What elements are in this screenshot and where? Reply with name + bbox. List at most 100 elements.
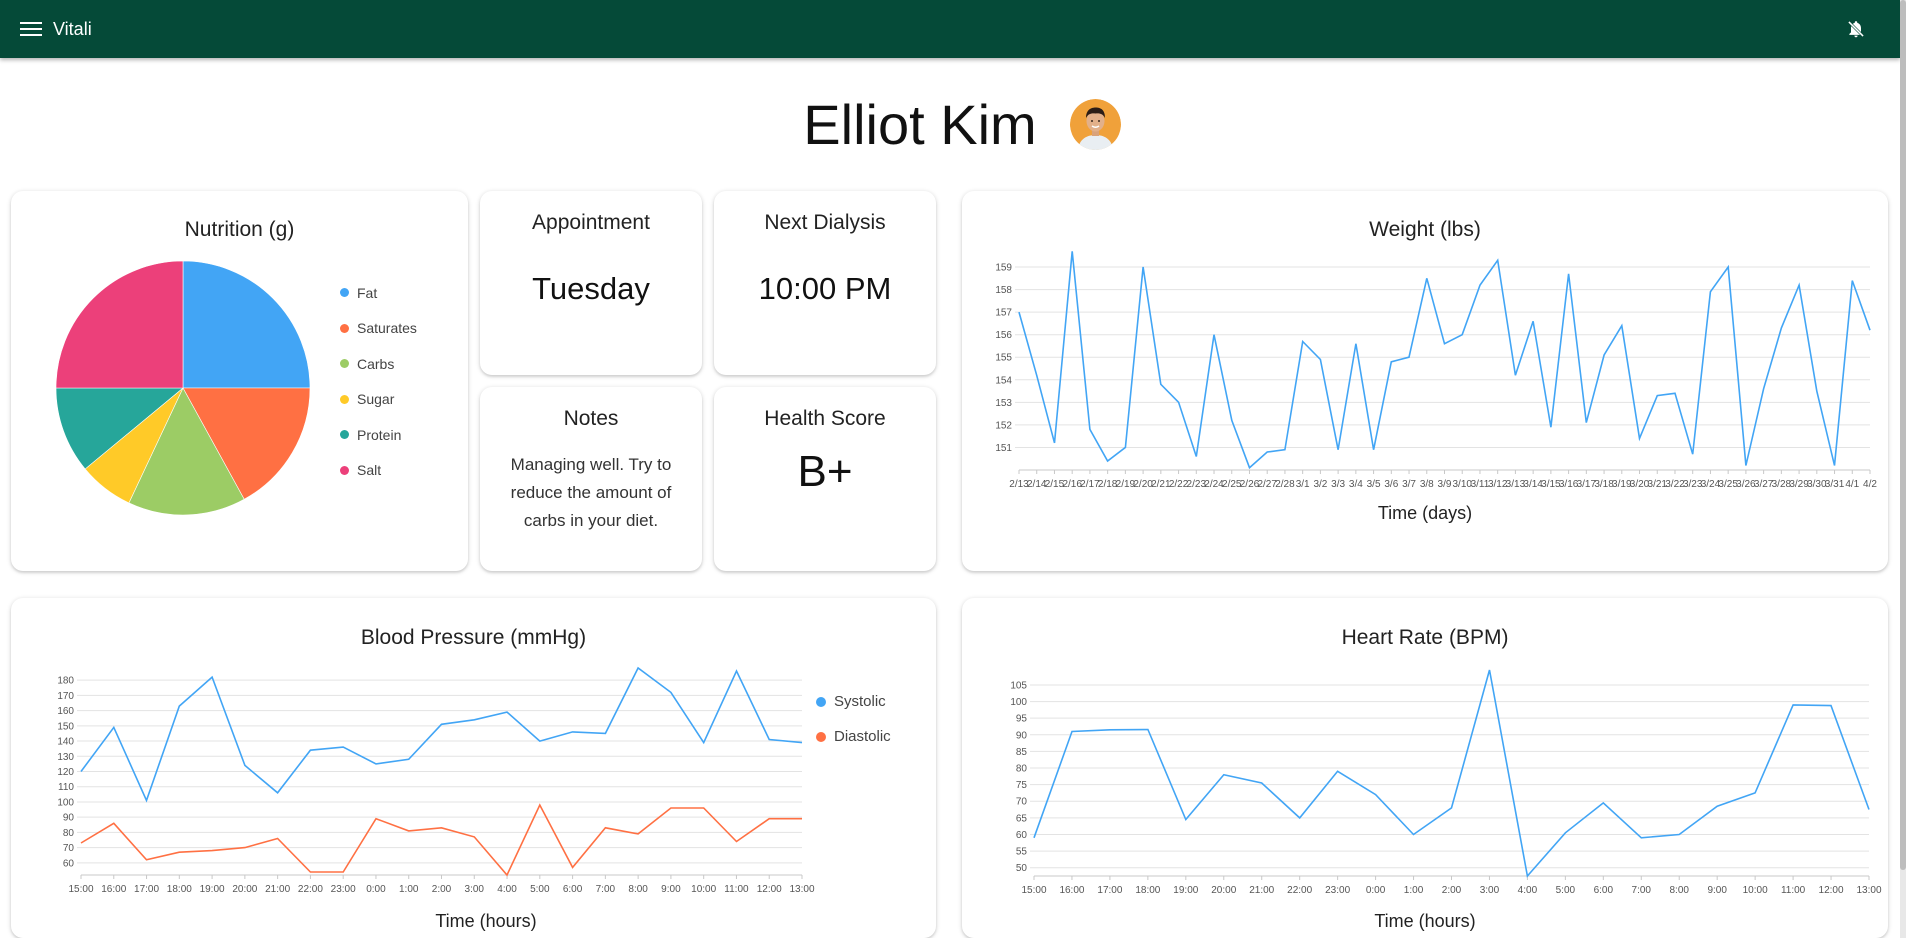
bp-y-tick-label: 170: [57, 691, 74, 702]
bp-x-tick-label: 2:00: [432, 884, 452, 895]
weight-x-tick-label: 3/7: [1402, 479, 1416, 490]
app-bar: Vitali: [0, 0, 1900, 58]
next-dialysis-value: 10:00 PM: [758, 271, 892, 306]
pie-slice-saturates[interactable]: [182, 387, 311, 500]
hr-x-tick-label: 12:00: [1819, 885, 1844, 896]
bp-x-tick-label: 19:00: [200, 884, 225, 895]
weight-card: Weight (lbs) 151 152 153 154 155 156 157 158 159…: [962, 191, 1888, 571]
legend-item-fat[interactable]: Fat: [340, 275, 417, 311]
hr-y-tick-label: 95: [1016, 714, 1028, 725]
legend-label: Protein: [357, 426, 402, 443]
legend-item-protein[interactable]: Protein: [340, 417, 417, 453]
weight-x-tick-label: 3/12: [1488, 479, 1508, 490]
hr-y-tick-label: 50: [1016, 863, 1028, 874]
pie-slice-salt[interactable]: [55, 260, 184, 389]
bp-series-line-diastolic[interactable]: [80, 803, 802, 877]
page-scrollbar[interactable]: [1900, 0, 1906, 938]
hr-x-tick-label: 18:00: [1135, 885, 1160, 896]
notifications-off-icon[interactable]: [1846, 19, 1866, 39]
hr-x-tick-label: 1:00: [1404, 885, 1424, 896]
hr-x-tick-label: 21:00: [1249, 885, 1274, 896]
bp-x-tick-label: 16:00: [101, 884, 126, 895]
weight-series-line[interactable]: [1018, 251, 1871, 470]
bp-x-tick-label: 4:00: [497, 884, 517, 895]
bp-series-line-systolic[interactable]: [80, 666, 803, 803]
weight-x-tick-label: 3/10: [1452, 479, 1472, 490]
bp-x-tick-label: 8:00: [628, 884, 648, 895]
weight-x-tick-label: 3/3: [1331, 479, 1345, 490]
scrollbar-thumb[interactable]: [1900, 0, 1906, 870]
notes-text: Managing well. Try to reduce the amount …: [510, 455, 672, 530]
pie-slice-protein[interactable]: [55, 387, 184, 470]
blood-pressure-x-axis-label: Time (hours): [435, 911, 537, 931]
weight-x-tick-label: 3/4: [1349, 479, 1363, 490]
hr-series-line[interactable]: [1033, 669, 1870, 878]
weight-y-tick-label: 153: [995, 398, 1012, 409]
weight-x-tick-label: 3/1: [1296, 479, 1310, 490]
weight-x-tick-label: 3/25: [1718, 479, 1738, 490]
weight-x-tick-label: 3/13: [1506, 479, 1526, 490]
weight-x-tick-label: 2/20: [1133, 479, 1153, 490]
legend-dot: [340, 323, 349, 333]
legend-label: Sugar: [357, 391, 395, 408]
notes-card[interactable]: Notes Managing well. Try to reduce the a…: [480, 387, 702, 571]
legend-label: Fat: [357, 284, 378, 301]
next-dialysis-card[interactable]: Next Dialysis 10:00 PM: [714, 191, 936, 375]
legend-label: Saturates: [357, 320, 417, 337]
weight-x-tick-label: 3/9: [1438, 479, 1452, 490]
weight-y-tick-label: 155: [995, 353, 1012, 364]
hr-x-tick-label: 7:00: [1632, 885, 1652, 896]
weight-x-tick-label: 2/21: [1151, 479, 1171, 490]
hr-x-tick-label: 9:00: [1707, 885, 1727, 896]
weight-line-chart: 1511521531541551561571581592/132/142/152…: [995, 251, 1877, 490]
blood-pressure-card: Blood Pressure (mmHg) 60 70 80 90 100 110 120 1…: [11, 598, 936, 938]
bp-y-tick-label: 90: [63, 813, 75, 824]
legend-item-sugar[interactable]: Sugar: [340, 382, 417, 418]
appointment-card[interactable]: Appointment Tuesday: [480, 191, 702, 375]
appointment-value: Tuesday: [532, 271, 650, 306]
legend-item-diastolic[interactable]: Diastolic: [816, 719, 891, 754]
hr-x-tick-label: 6:00: [1594, 885, 1614, 896]
hr-x-tick-label: 20:00: [1211, 885, 1236, 896]
hr-x-tick-label: 0:00: [1366, 885, 1386, 896]
legend-dot: [816, 696, 826, 707]
bp-x-tick-label: 10:00: [691, 884, 716, 895]
weight-chart-title: Weight (lbs): [1369, 218, 1481, 241]
legend-item-systolic[interactable]: Systolic: [816, 684, 891, 719]
weight-x-tick-label: 3/2: [1313, 479, 1327, 490]
blood-pressure-line-chart: 60 70 80 90 100 110 120 130 140 150 160 170 180 15:00…: [57, 666, 815, 895]
weight-y-tick-label: 156: [995, 330, 1012, 341]
hr-y-tick-label: 60: [1016, 830, 1028, 841]
legend-dot: [340, 430, 349, 440]
legend-dot: [340, 394, 349, 404]
legend-item-carbs[interactable]: Carbs: [340, 346, 417, 382]
weight-x-tick-label: 3/19: [1612, 479, 1632, 490]
pie-slice-fat[interactable]: [182, 260, 311, 389]
weight-x-tick-label: 3/21: [1648, 479, 1668, 490]
weight-x-tick-label: 2/13: [1009, 479, 1029, 490]
app-title: Vitali: [53, 19, 92, 39]
health-score-card[interactable]: Health Score B+: [714, 387, 936, 571]
weight-x-tick-label: 2/23: [1187, 479, 1207, 490]
pie-slice-carbs[interactable]: [128, 387, 245, 516]
weight-x-tick-label: 3/6: [1384, 479, 1398, 490]
weight-x-tick-label: 3/11: [1471, 479, 1490, 490]
notes-title: Notes: [563, 407, 619, 430]
weight-x-tick-label: 2/18: [1098, 479, 1118, 490]
weight-x-tick-label: 3/16: [1559, 479, 1579, 490]
bp-x-tick-label: 18:00: [167, 884, 192, 895]
weight-x-tick-label: 2/16: [1062, 479, 1082, 490]
hr-y-tick-label: 105: [1010, 680, 1027, 691]
weight-x-tick-label: 3/5: [1367, 479, 1381, 490]
legend-item-saturates[interactable]: Saturates: [340, 311, 417, 347]
legend-item-salt[interactable]: Salt: [340, 453, 417, 489]
weight-x-tick-label: 3/20: [1630, 479, 1650, 490]
avatar[interactable]: [1070, 99, 1121, 150]
hr-y-tick-label: 85: [1016, 747, 1028, 758]
legend-dot: [816, 731, 826, 742]
weight-x-tick-label: 3/24: [1701, 479, 1721, 490]
user-name: Elliot Kim: [803, 93, 1037, 156]
weight-x-tick-label: 2/15: [1045, 479, 1065, 490]
weight-x-tick-label: 3/15: [1541, 479, 1561, 490]
menu-icon[interactable]: [20, 18, 42, 40]
